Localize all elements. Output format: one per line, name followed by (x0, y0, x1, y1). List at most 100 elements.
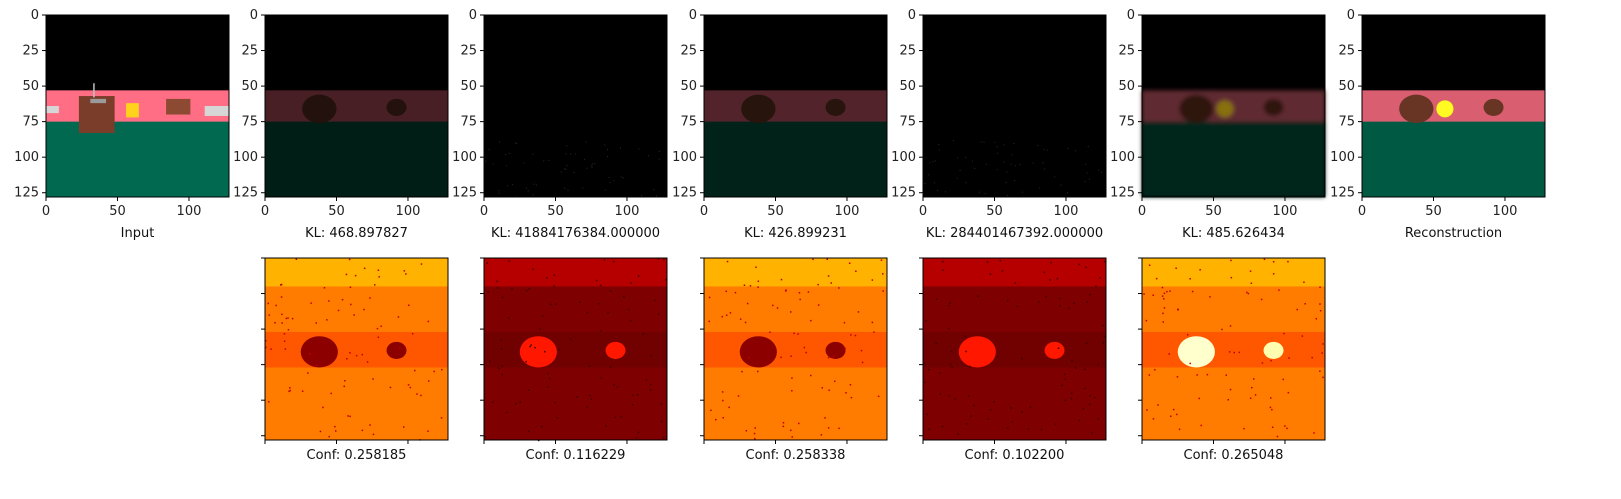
confidence-caption: Conf: 0.102200 (965, 448, 1065, 463)
axes: 0 50 100 0 25 50 75 100 125 (1330, 8, 1546, 219)
y-tick-label: 75 (899, 115, 916, 130)
x-tick-label: 50 (767, 204, 784, 219)
top-row: 0 50 100 0 25 50 75 100 125 Input 0 50 100 0 25 50 75 100… (14, 8, 1546, 241)
x-tick-label: 50 (1425, 204, 1442, 219)
top-panel: 0 50 100 0 25 50 75 100 125 Reconstruction (1330, 8, 1546, 241)
y-tick-label: 125 (1330, 186, 1355, 201)
y-tick-label: 0 (689, 8, 697, 23)
y-tick-label: 75 (22, 115, 39, 130)
axes (261, 257, 449, 444)
y-tick-label: 0 (1347, 8, 1355, 23)
confidence-panel: Conf: 0.265048 (1138, 257, 1326, 463)
y-tick-label: 125 (672, 186, 697, 201)
y-tick-label: 50 (1338, 79, 1355, 94)
confidence-caption: Conf: 0.265048 (1184, 448, 1284, 463)
top-panel: 0 50 100 0 25 50 75 100 125 KL: 284401467392.0000… (891, 8, 1107, 241)
axes: 0 50 100 0 25 50 75 100 125 (1110, 8, 1326, 219)
y-tick-label: 25 (1118, 44, 1135, 59)
x-tick-label: 100 (835, 204, 860, 219)
y-tick-label: 50 (680, 79, 697, 94)
top-panel: 0 50 100 0 25 50 75 100 125 KL: 485.626434 (1110, 8, 1326, 241)
confidence-panel: Conf: 0.258338 (700, 257, 888, 463)
confidence-panel: Conf: 0.102200 (919, 257, 1107, 463)
x-tick-label: 50 (328, 204, 345, 219)
y-tick-label: 100 (1330, 150, 1355, 165)
x-tick-label: 100 (1273, 204, 1298, 219)
axes: 0 50 100 0 25 50 75 100 125 (672, 8, 888, 219)
x-tick-label: 50 (547, 204, 564, 219)
bottom-row: Conf: 0.258185 Conf: 0.116229 Conf: 0.2583… (261, 257, 1326, 463)
x-tick-label: 100 (177, 204, 202, 219)
y-tick-label: 50 (460, 79, 477, 94)
x-tick-label: 0 (919, 204, 927, 219)
y-tick-label: 125 (452, 186, 477, 201)
confidence-caption: Conf: 0.258185 (307, 448, 407, 463)
axes (1138, 257, 1326, 444)
x-tick-label: 100 (615, 204, 640, 219)
y-tick-label: 125 (1110, 186, 1135, 201)
panel-caption: Input (121, 226, 155, 241)
y-tick-label: 75 (1118, 115, 1135, 130)
x-tick-label: 0 (42, 204, 50, 219)
y-tick-label: 25 (1338, 44, 1355, 59)
x-tick-label: 100 (1054, 204, 1079, 219)
y-tick-label: 25 (899, 44, 916, 59)
top-panel: 0 50 100 0 25 50 75 100 125 KL: 41884176384.00000… (452, 8, 668, 241)
axes: 0 50 100 0 25 50 75 100 125 (891, 8, 1107, 219)
y-tick-label: 50 (899, 79, 916, 94)
y-tick-label: 100 (233, 150, 258, 165)
confidence-panel: Conf: 0.116229 (480, 257, 668, 463)
y-tick-label: 75 (241, 115, 258, 130)
y-tick-label: 0 (250, 8, 258, 23)
x-tick-label: 0 (1138, 204, 1146, 219)
x-tick-label: 0 (1358, 204, 1366, 219)
x-tick-label: 0 (700, 204, 708, 219)
axes: 0 50 100 0 25 50 75 100 125 (14, 8, 230, 219)
y-tick-label: 25 (241, 44, 258, 59)
y-tick-label: 25 (22, 44, 39, 59)
y-tick-label: 0 (908, 8, 916, 23)
y-tick-label: 100 (672, 150, 697, 165)
panel-caption: KL: 284401467392.000000 (926, 226, 1103, 241)
axes: 0 50 100 0 25 50 75 100 125 (452, 8, 668, 219)
y-tick-label: 50 (241, 79, 258, 94)
x-tick-label: 50 (109, 204, 126, 219)
panel-caption: KL: 485.626434 (1182, 226, 1285, 241)
y-tick-label: 125 (233, 186, 258, 201)
x-tick-label: 50 (1205, 204, 1222, 219)
y-tick-label: 125 (14, 186, 39, 201)
top-panel: 0 50 100 0 25 50 75 100 125 Input (14, 8, 230, 241)
y-tick-label: 100 (14, 150, 39, 165)
panel-caption: Reconstruction (1405, 226, 1502, 241)
axes (480, 257, 668, 444)
y-tick-label: 75 (460, 115, 477, 130)
y-tick-label: 0 (31, 8, 39, 23)
axes (919, 257, 1107, 444)
y-tick-label: 75 (680, 115, 697, 130)
y-tick-label: 100 (1110, 150, 1135, 165)
y-tick-label: 25 (680, 44, 697, 59)
top-panel: 0 50 100 0 25 50 75 100 125 KL: 426.899231 (672, 8, 888, 241)
x-tick-label: 0 (261, 204, 269, 219)
y-tick-label: 0 (469, 8, 477, 23)
x-tick-label: 100 (396, 204, 421, 219)
top-panel: 0 50 100 0 25 50 75 100 125 KL: 468.897827 (233, 8, 449, 241)
panel-caption: KL: 41884176384.000000 (491, 226, 660, 241)
panel-caption: KL: 426.899231 (744, 226, 847, 241)
y-tick-label: 50 (1118, 79, 1135, 94)
y-tick-label: 100 (452, 150, 477, 165)
y-tick-label: 125 (891, 186, 916, 201)
confidence-caption: Conf: 0.116229 (526, 448, 626, 463)
confidence-panel: Conf: 0.258185 (261, 257, 449, 463)
panel-caption: KL: 468.897827 (305, 226, 408, 241)
confidence-caption: Conf: 0.258338 (746, 448, 846, 463)
x-tick-label: 100 (1493, 204, 1518, 219)
y-tick-label: 100 (891, 150, 916, 165)
axes (700, 257, 888, 444)
y-tick-label: 25 (460, 44, 477, 59)
x-tick-label: 50 (986, 204, 1003, 219)
x-tick-label: 0 (480, 204, 488, 219)
axes: 0 50 100 0 25 50 75 100 125 (233, 8, 449, 219)
y-tick-label: 50 (22, 79, 39, 94)
